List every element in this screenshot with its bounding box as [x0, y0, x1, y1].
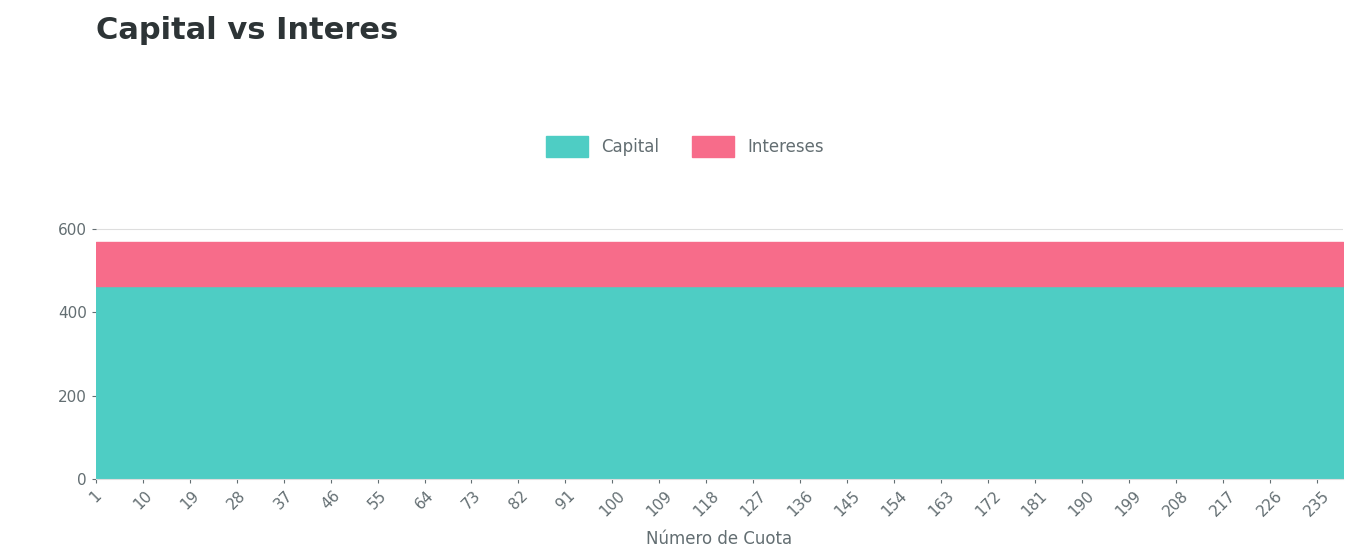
Text: Capital vs Interes: Capital vs Interes	[96, 16, 399, 45]
X-axis label: Número de Cuota: Número de Cuota	[647, 530, 792, 544]
Legend: Capital, Intereses: Capital, Intereses	[537, 128, 833, 165]
